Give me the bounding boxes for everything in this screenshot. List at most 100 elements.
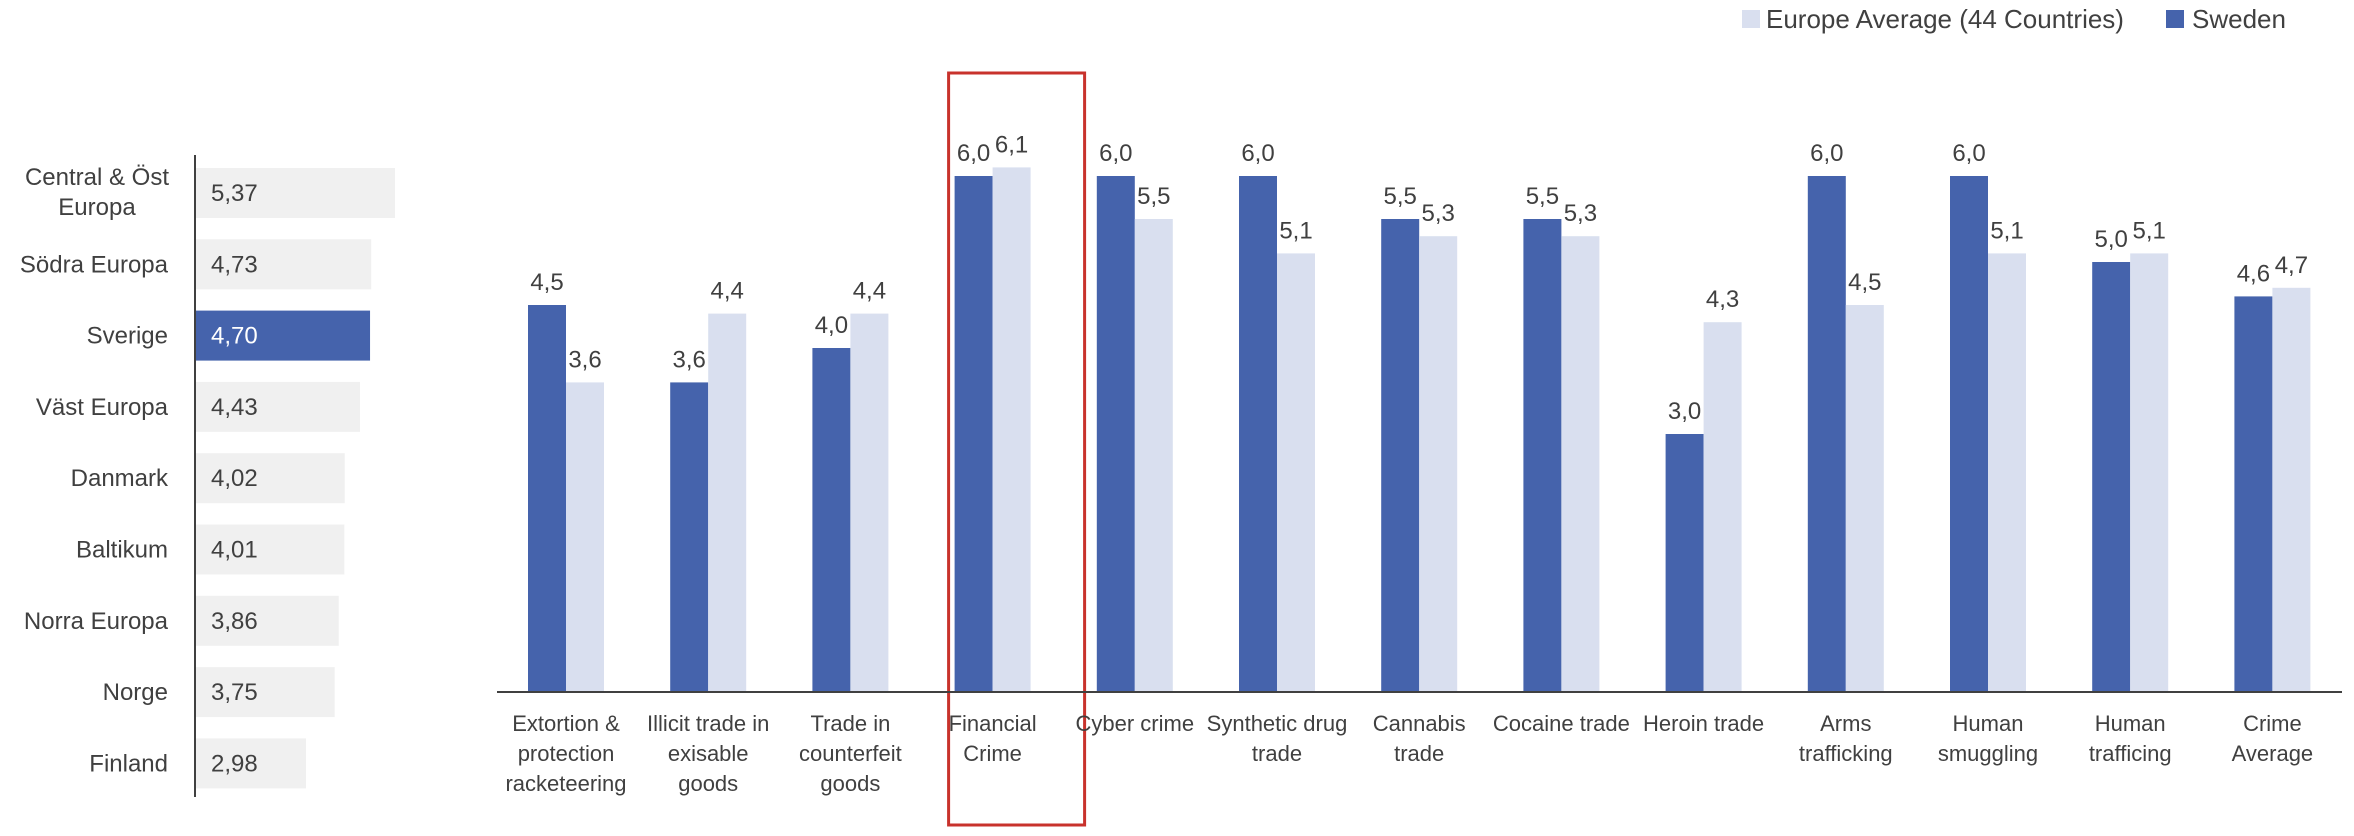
europe-data-label: 5,5 bbox=[1137, 183, 1170, 210]
regional-ranking-chart: 5,37 Central & Öst Europa 4,73 Södra Europa 4… bbox=[20, 155, 395, 797]
sweden-data-label: 5,5 bbox=[1384, 183, 1417, 210]
category-label: Human bbox=[1953, 711, 2024, 736]
category-label: trade bbox=[1252, 741, 1302, 766]
sweden-data-label: 4,0 bbox=[815, 312, 848, 339]
region-label: Baltikum bbox=[76, 537, 168, 564]
europe-data-label: 5,1 bbox=[1279, 217, 1312, 244]
europe-average-bar bbox=[1703, 322, 1742, 692]
sweden-bar bbox=[670, 382, 709, 692]
region-value-label: 4,01 bbox=[211, 537, 258, 564]
region-bar bbox=[195, 738, 306, 789]
europe-average-bar bbox=[992, 167, 1031, 692]
category-label: Synthetic drug bbox=[1207, 711, 1348, 736]
region-bar bbox=[195, 239, 372, 290]
category-label: Heroin trade bbox=[1643, 711, 1764, 736]
europe-average-bar bbox=[566, 382, 604, 692]
region-bar bbox=[195, 595, 339, 646]
category-label: Cyber crime bbox=[1076, 711, 1195, 736]
category-label: exisable bbox=[668, 741, 749, 766]
category-label: Crime bbox=[2243, 711, 2302, 736]
region-value-label: 2,98 bbox=[211, 750, 258, 777]
region-label: Sverige bbox=[87, 323, 168, 350]
category-label: Average bbox=[2232, 741, 2314, 766]
region-label: Norra Europa bbox=[24, 608, 169, 635]
europe-average-bar bbox=[708, 313, 747, 692]
legend-label-sweden: Sweden bbox=[2192, 4, 2286, 34]
sweden-bar bbox=[1239, 176, 1277, 692]
region-bar bbox=[195, 667, 335, 718]
sweden-data-label: 6,0 bbox=[1810, 140, 1843, 167]
category-label: counterfeit bbox=[799, 741, 902, 766]
region-value-label: 4,73 bbox=[211, 251, 258, 278]
region-bar bbox=[195, 381, 360, 432]
sweden-bar bbox=[1950, 176, 1988, 692]
region-bar bbox=[195, 524, 345, 575]
sweden-data-label: 4,6 bbox=[2237, 260, 2270, 287]
sweden-bar bbox=[1523, 219, 1562, 692]
sweden-data-label: 5,5 bbox=[1526, 183, 1559, 210]
sweden-bar bbox=[954, 176, 993, 692]
category-label: Cocaine trade bbox=[1493, 711, 1630, 736]
region-label: Finland bbox=[89, 750, 168, 777]
region-value-label: 4,70 bbox=[211, 323, 258, 350]
europe-average-bar bbox=[2130, 253, 2169, 692]
legend-label-europe: Europe Average (44 Countries) bbox=[1766, 4, 2124, 34]
category-label: Extortion & bbox=[512, 711, 620, 736]
europe-data-label: 4,5 bbox=[1848, 269, 1881, 296]
crime-category-chart: 4,5 3,6 Extortion & protection racketeering 3… bbox=[497, 71, 2342, 827]
region-label: Södra Europa bbox=[20, 251, 169, 278]
sweden-bar bbox=[812, 348, 851, 692]
category-label: protection bbox=[518, 741, 615, 766]
europe-data-label: 4,4 bbox=[853, 278, 886, 305]
europe-average-bar bbox=[1277, 253, 1315, 692]
region-bar bbox=[195, 168, 395, 218]
region-value-label: 5,37 bbox=[211, 180, 258, 207]
legend-swatch-europe bbox=[1742, 10, 1760, 28]
sweden-data-label: 6,0 bbox=[957, 140, 990, 167]
europe-data-label: 5,1 bbox=[1990, 217, 2023, 244]
category-label: trade bbox=[1394, 741, 1444, 766]
europe-average-bar bbox=[1561, 236, 1600, 692]
europe-average-bar bbox=[850, 313, 889, 692]
europe-average-bar bbox=[1845, 305, 1884, 692]
region-label: Väst Europa bbox=[36, 394, 169, 421]
category-label: smuggling bbox=[1938, 741, 2038, 766]
region-value-label: 3,75 bbox=[211, 679, 258, 706]
region-label: Norge bbox=[103, 679, 168, 706]
sweden-data-label: 6,0 bbox=[1099, 140, 1132, 167]
europe-average-bar bbox=[1134, 219, 1173, 692]
europe-data-label: 5,1 bbox=[2133, 217, 2166, 244]
europe-data-label: 5,3 bbox=[1422, 200, 1455, 227]
europe-average-bar bbox=[1419, 236, 1458, 692]
europe-average-bar bbox=[2272, 287, 2311, 692]
sweden-data-label: 6,0 bbox=[1952, 140, 1985, 167]
sweden-bar bbox=[1807, 176, 1846, 692]
sweden-bar bbox=[1665, 434, 1704, 692]
financial-crime-highlight-box bbox=[947, 71, 1087, 827]
category-label: trafficing bbox=[2089, 741, 2172, 766]
category-label: Illicit trade in bbox=[647, 711, 769, 736]
sweden-data-label: 6,0 bbox=[1241, 140, 1274, 167]
region-value-label: 4,02 bbox=[211, 465, 258, 492]
category-label: trafficking bbox=[1799, 741, 1893, 766]
category-label: Human bbox=[2095, 711, 2166, 736]
sweden-bar bbox=[1381, 219, 1420, 692]
sweden-data-label: 3,0 bbox=[1668, 398, 1701, 425]
category-label: goods bbox=[820, 771, 880, 796]
category-label: racketeering bbox=[505, 771, 626, 796]
europe-average-bar bbox=[1988, 253, 2026, 692]
category-label: Arms bbox=[1820, 711, 1871, 736]
region-value-label: 4,43 bbox=[211, 394, 258, 421]
europe-data-label: 3,6 bbox=[568, 346, 601, 373]
category-label: goods bbox=[678, 771, 738, 796]
sweden-data-label: 5,0 bbox=[2095, 226, 2128, 253]
region-label: Central & Öst Europa bbox=[25, 164, 169, 221]
category-label: Cannabis bbox=[1373, 711, 1466, 736]
region-value-label: 3,86 bbox=[211, 608, 258, 635]
europe-data-label: 5,3 bbox=[1564, 200, 1597, 227]
sweden-data-label: 3,6 bbox=[673, 346, 706, 373]
sweden-bar bbox=[528, 305, 566, 692]
category-label: Financial bbox=[949, 711, 1037, 736]
